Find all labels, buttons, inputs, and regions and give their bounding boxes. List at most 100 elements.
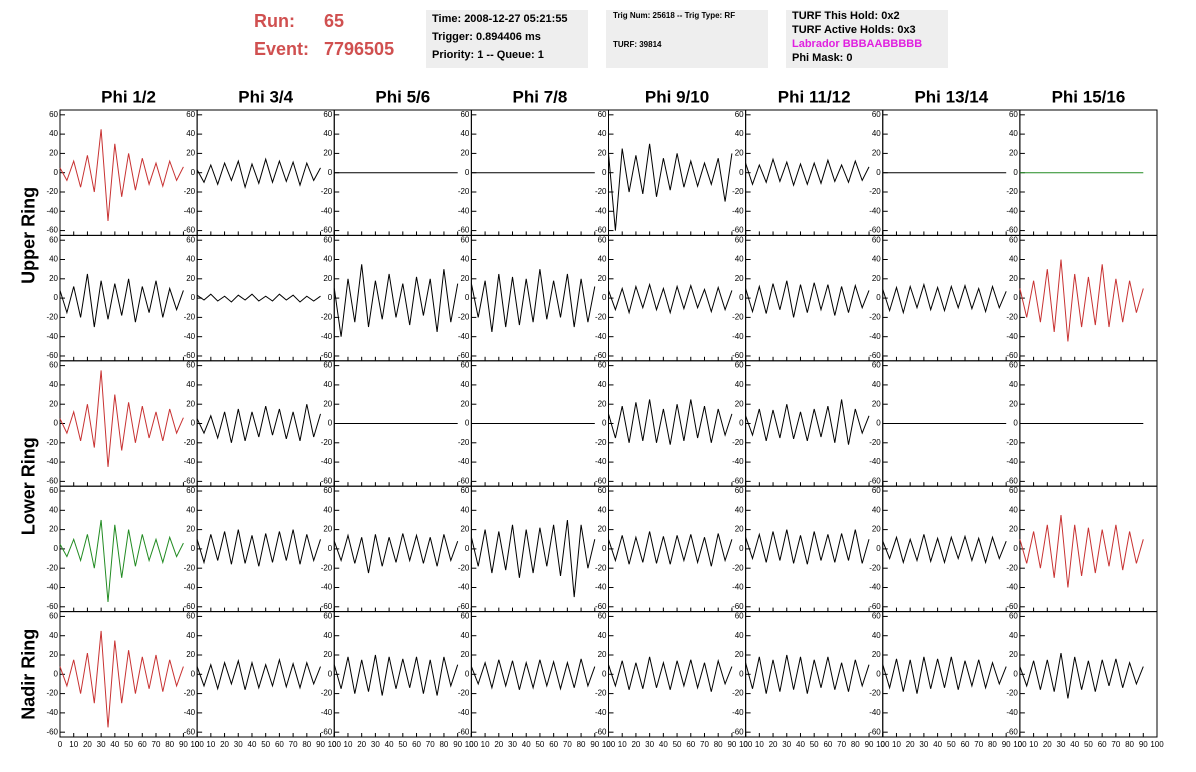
y-tick-label: -60	[458, 351, 470, 360]
y-tick-label: 40	[1009, 255, 1018, 264]
y-tick-label: -40	[321, 457, 333, 466]
y-tick-label: -20	[595, 313, 607, 322]
y-tick-label: 20	[872, 274, 881, 283]
y-tick-label: -60	[869, 351, 881, 360]
x-tick-label: 60	[823, 740, 832, 749]
y-tick-label: 0	[876, 544, 881, 553]
y-tick-label: -40	[321, 206, 333, 215]
y-tick-label: 40	[460, 505, 469, 514]
y-tick-label: 20	[598, 399, 607, 408]
x-tick-label: 0	[332, 740, 337, 749]
x-tick-label: 100	[739, 740, 753, 749]
y-tick-label: -20	[1006, 313, 1018, 322]
x-tick-label: 40	[1070, 740, 1079, 749]
panel-frame	[333, 485, 472, 613]
panel-frame	[608, 360, 747, 487]
x-tick-label: 100	[1013, 740, 1027, 749]
x-tick-label: 30	[645, 740, 654, 749]
y-tick-label: -20	[321, 689, 333, 698]
waveform	[608, 399, 733, 445]
x-tick-label: 0	[743, 740, 748, 749]
y-tick-label: -60	[732, 602, 744, 611]
y-tick-label: 60	[735, 486, 744, 495]
y-tick-label: 40	[735, 380, 744, 389]
y-tick-label: -20	[732, 689, 744, 698]
panel-frame	[608, 109, 747, 236]
y-tick-label: 40	[186, 505, 195, 514]
y-tick-label: 60	[1009, 361, 1018, 370]
y-tick-label: 40	[323, 129, 332, 138]
y-tick-label: 60	[323, 612, 332, 621]
y-tick-label: 60	[598, 361, 607, 370]
run-number: 65	[324, 11, 344, 31]
y-tick-label: -20	[732, 563, 744, 572]
y-tick-label: -40	[1006, 708, 1018, 717]
y-tick-label: 40	[598, 129, 607, 138]
x-tick-label: 30	[919, 740, 928, 749]
y-tick-label: -20	[321, 438, 333, 447]
y-tick-label: -20	[458, 187, 470, 196]
y-tick-label: 60	[735, 110, 744, 119]
y-tick-label: -20	[321, 187, 333, 196]
column-title: Phi 15/16	[1052, 87, 1126, 106]
waveform	[470, 658, 596, 691]
y-tick-label: 60	[186, 110, 195, 119]
column-title: Phi 9/10	[645, 87, 709, 106]
y-tick-label: 20	[872, 650, 881, 659]
y-tick-label: 40	[49, 255, 58, 264]
y-tick-label: 40	[872, 129, 881, 138]
y-tick-label: 20	[1009, 149, 1018, 158]
y-tick-label: 0	[602, 419, 607, 428]
y-tick-label: 40	[49, 631, 58, 640]
y-tick-label: 20	[872, 525, 881, 534]
y-tick-label: 40	[186, 129, 195, 138]
y-tick-label: 60	[872, 486, 881, 495]
y-tick-label: -20	[46, 187, 58, 196]
row-title: Nadir Ring	[19, 629, 39, 720]
y-tick-label: 0	[739, 544, 744, 553]
panel-frame	[59, 485, 198, 613]
y-tick-label: 0	[191, 293, 196, 302]
y-tick-label: -20	[458, 438, 470, 447]
y-tick-label: 0	[328, 293, 333, 302]
y-tick-label: 0	[465, 168, 470, 177]
y-tick-label: -40	[184, 332, 196, 341]
y-tick-label: -60	[46, 351, 58, 360]
y-tick-label: 60	[49, 361, 58, 370]
waveform	[745, 280, 870, 318]
y-tick-label: 0	[1013, 293, 1018, 302]
event-label: Event:	[254, 39, 309, 59]
x-tick-label: 50	[810, 740, 819, 749]
waveform	[1019, 515, 1144, 588]
y-tick-label: -20	[46, 689, 58, 698]
waveform	[745, 654, 870, 694]
y-tick-label: 20	[598, 274, 607, 283]
y-tick-label: -40	[458, 332, 470, 341]
x-tick-label: 50	[673, 740, 682, 749]
row-title: Lower Ring	[19, 437, 39, 535]
y-tick-label: -40	[869, 206, 881, 215]
y-tick-label: 0	[465, 293, 470, 302]
y-tick-label: 0	[465, 544, 470, 553]
column-title: Phi 13/14	[914, 87, 988, 106]
y-tick-label: -60	[458, 602, 470, 611]
y-tick-label: -60	[184, 226, 196, 235]
y-tick-label: 40	[872, 380, 881, 389]
x-tick-label: 30	[234, 740, 243, 749]
y-tick-label: -20	[732, 313, 744, 322]
y-tick-label: 0	[876, 168, 881, 177]
y-tick-label: 60	[735, 361, 744, 370]
y-tick-label: -20	[458, 563, 470, 572]
column-title: Phi 11/12	[778, 87, 851, 106]
waveform	[59, 273, 184, 328]
y-tick-label: 20	[49, 399, 58, 408]
x-tick-label: 0	[58, 740, 63, 749]
waveform	[1019, 653, 1144, 699]
x-tick-label: 80	[165, 740, 174, 749]
x-tick-label: 90	[179, 740, 188, 749]
waveform	[333, 654, 459, 696]
y-tick-label: 20	[1009, 525, 1018, 534]
x-tick-label: 70	[1111, 740, 1120, 749]
y-tick-label: 20	[49, 149, 58, 158]
